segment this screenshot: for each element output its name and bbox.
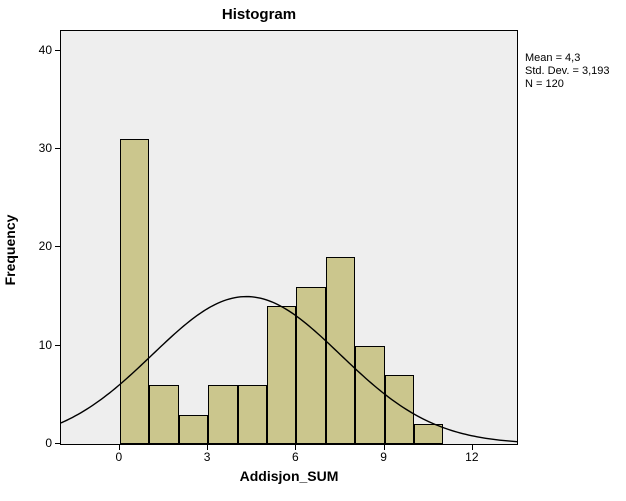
y-tick-label: 10 — [39, 338, 52, 352]
chart-title: Histogram — [0, 6, 518, 23]
x-tick-label: 12 — [465, 450, 478, 464]
y-tick — [55, 443, 60, 444]
stat-std: Std. Dev. = 3,193 — [525, 65, 610, 78]
x-tick-label: 6 — [292, 450, 299, 464]
histogram-bar — [149, 385, 178, 444]
histogram-bar — [355, 346, 384, 444]
y-tick-label: 30 — [39, 141, 52, 155]
chart-container: Histogram Frequency Addisjon_SUM 0102030… — [0, 0, 626, 501]
x-tick-label: 0 — [115, 450, 122, 464]
y-tick — [55, 148, 60, 149]
histogram-bar — [238, 385, 267, 444]
histogram-bar — [385, 375, 414, 444]
histogram-bar — [296, 287, 325, 444]
histogram-bar — [208, 385, 237, 444]
plot-area — [60, 30, 518, 445]
y-tick-label: 0 — [45, 436, 52, 450]
y-tick-label: 40 — [39, 43, 52, 57]
y-tick — [55, 50, 60, 51]
y-tick-label: 20 — [39, 239, 52, 253]
histogram-bar — [267, 306, 296, 444]
x-tick-label: 3 — [204, 450, 211, 464]
stat-n: N = 120 — [525, 78, 610, 91]
x-axis-label: Addisjon_SUM — [60, 468, 518, 484]
histogram-bar — [326, 257, 355, 444]
histogram-bar — [179, 415, 208, 445]
y-tick — [55, 345, 60, 346]
stat-mean: Mean = 4,3 — [525, 52, 610, 65]
histogram-bar — [120, 139, 149, 444]
histogram-bar — [414, 424, 443, 444]
x-tick-label: 9 — [380, 450, 387, 464]
stats-panel: Mean = 4,3 Std. Dev. = 3,193 N = 120 — [525, 52, 610, 92]
y-axis-label: Frequency — [2, 215, 18, 286]
y-tick — [55, 246, 60, 247]
